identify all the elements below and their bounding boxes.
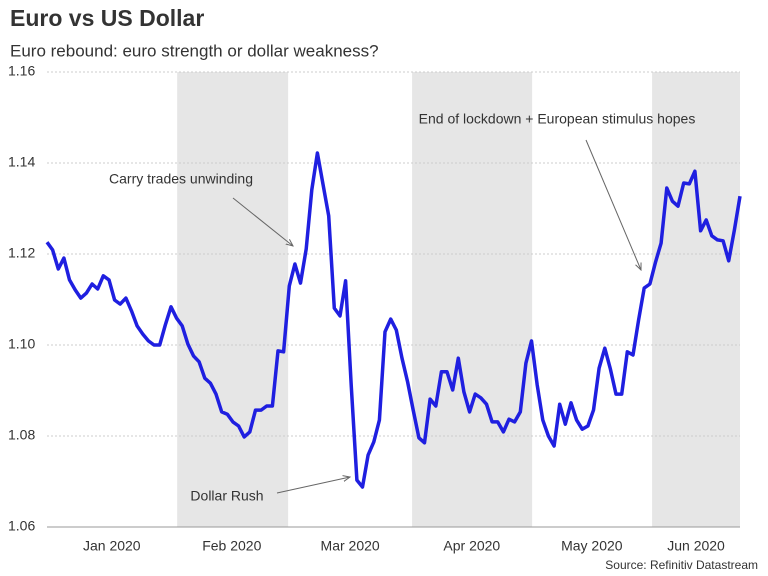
annotation: Dollar Rush (190, 488, 263, 504)
annotation: End of lockdown + European stimulus hope… (419, 111, 696, 127)
x-tick-label: Jan 2020 (83, 538, 141, 554)
shaded-band (652, 72, 740, 527)
source: Source: Refinitiv Datastream (605, 558, 758, 572)
line-series (45, 151, 742, 489)
annotation-arrow (585, 139, 641, 270)
annotation: Carry trades unwinding (109, 171, 253, 187)
shaded-band (177, 72, 289, 527)
x-tick-label: Jun 2020 (667, 538, 725, 554)
chart-title: Euro vs US Dollar (10, 5, 204, 31)
y-tick-label: 1.08 (8, 427, 35, 443)
y-tick-label: 1.06 (8, 518, 35, 534)
annotation-arrow (276, 477, 350, 494)
y-tick-label: 1.14 (8, 154, 35, 170)
chart-subtitle: Euro rebound: euro strength or dollar we… (10, 41, 379, 60)
x-tick-label: May 2020 (561, 538, 623, 554)
y-tick-label: 1.12 (8, 245, 35, 261)
x-tick-label: Mar 2020 (321, 538, 380, 554)
y-tick-label: 1.10 (8, 336, 35, 352)
x-tick-label: Feb 2020 (202, 538, 261, 554)
shaded-band (412, 72, 533, 527)
y-tick-label: 1.16 (8, 63, 35, 79)
annotation-arrow (232, 197, 293, 246)
x-tick-label: Apr 2020 (443, 538, 500, 554)
